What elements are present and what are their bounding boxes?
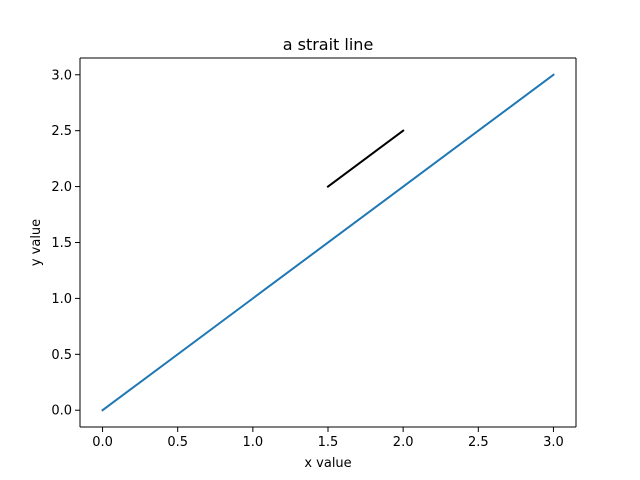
- y-tick-label: 0.0: [51, 404, 72, 419]
- x-axis-label: x value: [304, 456, 351, 471]
- x-tick-label: 0.0: [92, 435, 113, 450]
- x-tick-label: 1.0: [243, 435, 264, 450]
- x-tick-label: 3.0: [543, 435, 564, 450]
- y-tick-label: 1.0: [51, 292, 72, 307]
- x-tick-label: 2.5: [468, 435, 489, 450]
- y-tick-label: 2.0: [51, 180, 72, 195]
- series-line-1: [101, 73, 555, 412]
- y-axis-label: y value: [29, 219, 44, 266]
- series-layer: [101, 73, 555, 412]
- x-tick-label: 1.5: [318, 435, 339, 450]
- y-tick-label: 0.5: [51, 348, 72, 363]
- x-tick-label: 2.0: [393, 435, 414, 450]
- x-axis-ticks: 0.0 0.5 1.0 1.5 2.0 2.5 3.0: [92, 427, 564, 450]
- chart-title: a strait line: [283, 35, 374, 54]
- y-tick-label: 2.5: [51, 124, 72, 139]
- x-tick-label: 0.5: [167, 435, 188, 450]
- y-axis-ticks: 0.0 0.5 1.0 1.5 2.0 2.5 3.0: [51, 68, 80, 419]
- series-line-2: [326, 129, 405, 188]
- y-tick-label: 3.0: [51, 68, 72, 83]
- y-tick-label: 1.5: [51, 236, 72, 251]
